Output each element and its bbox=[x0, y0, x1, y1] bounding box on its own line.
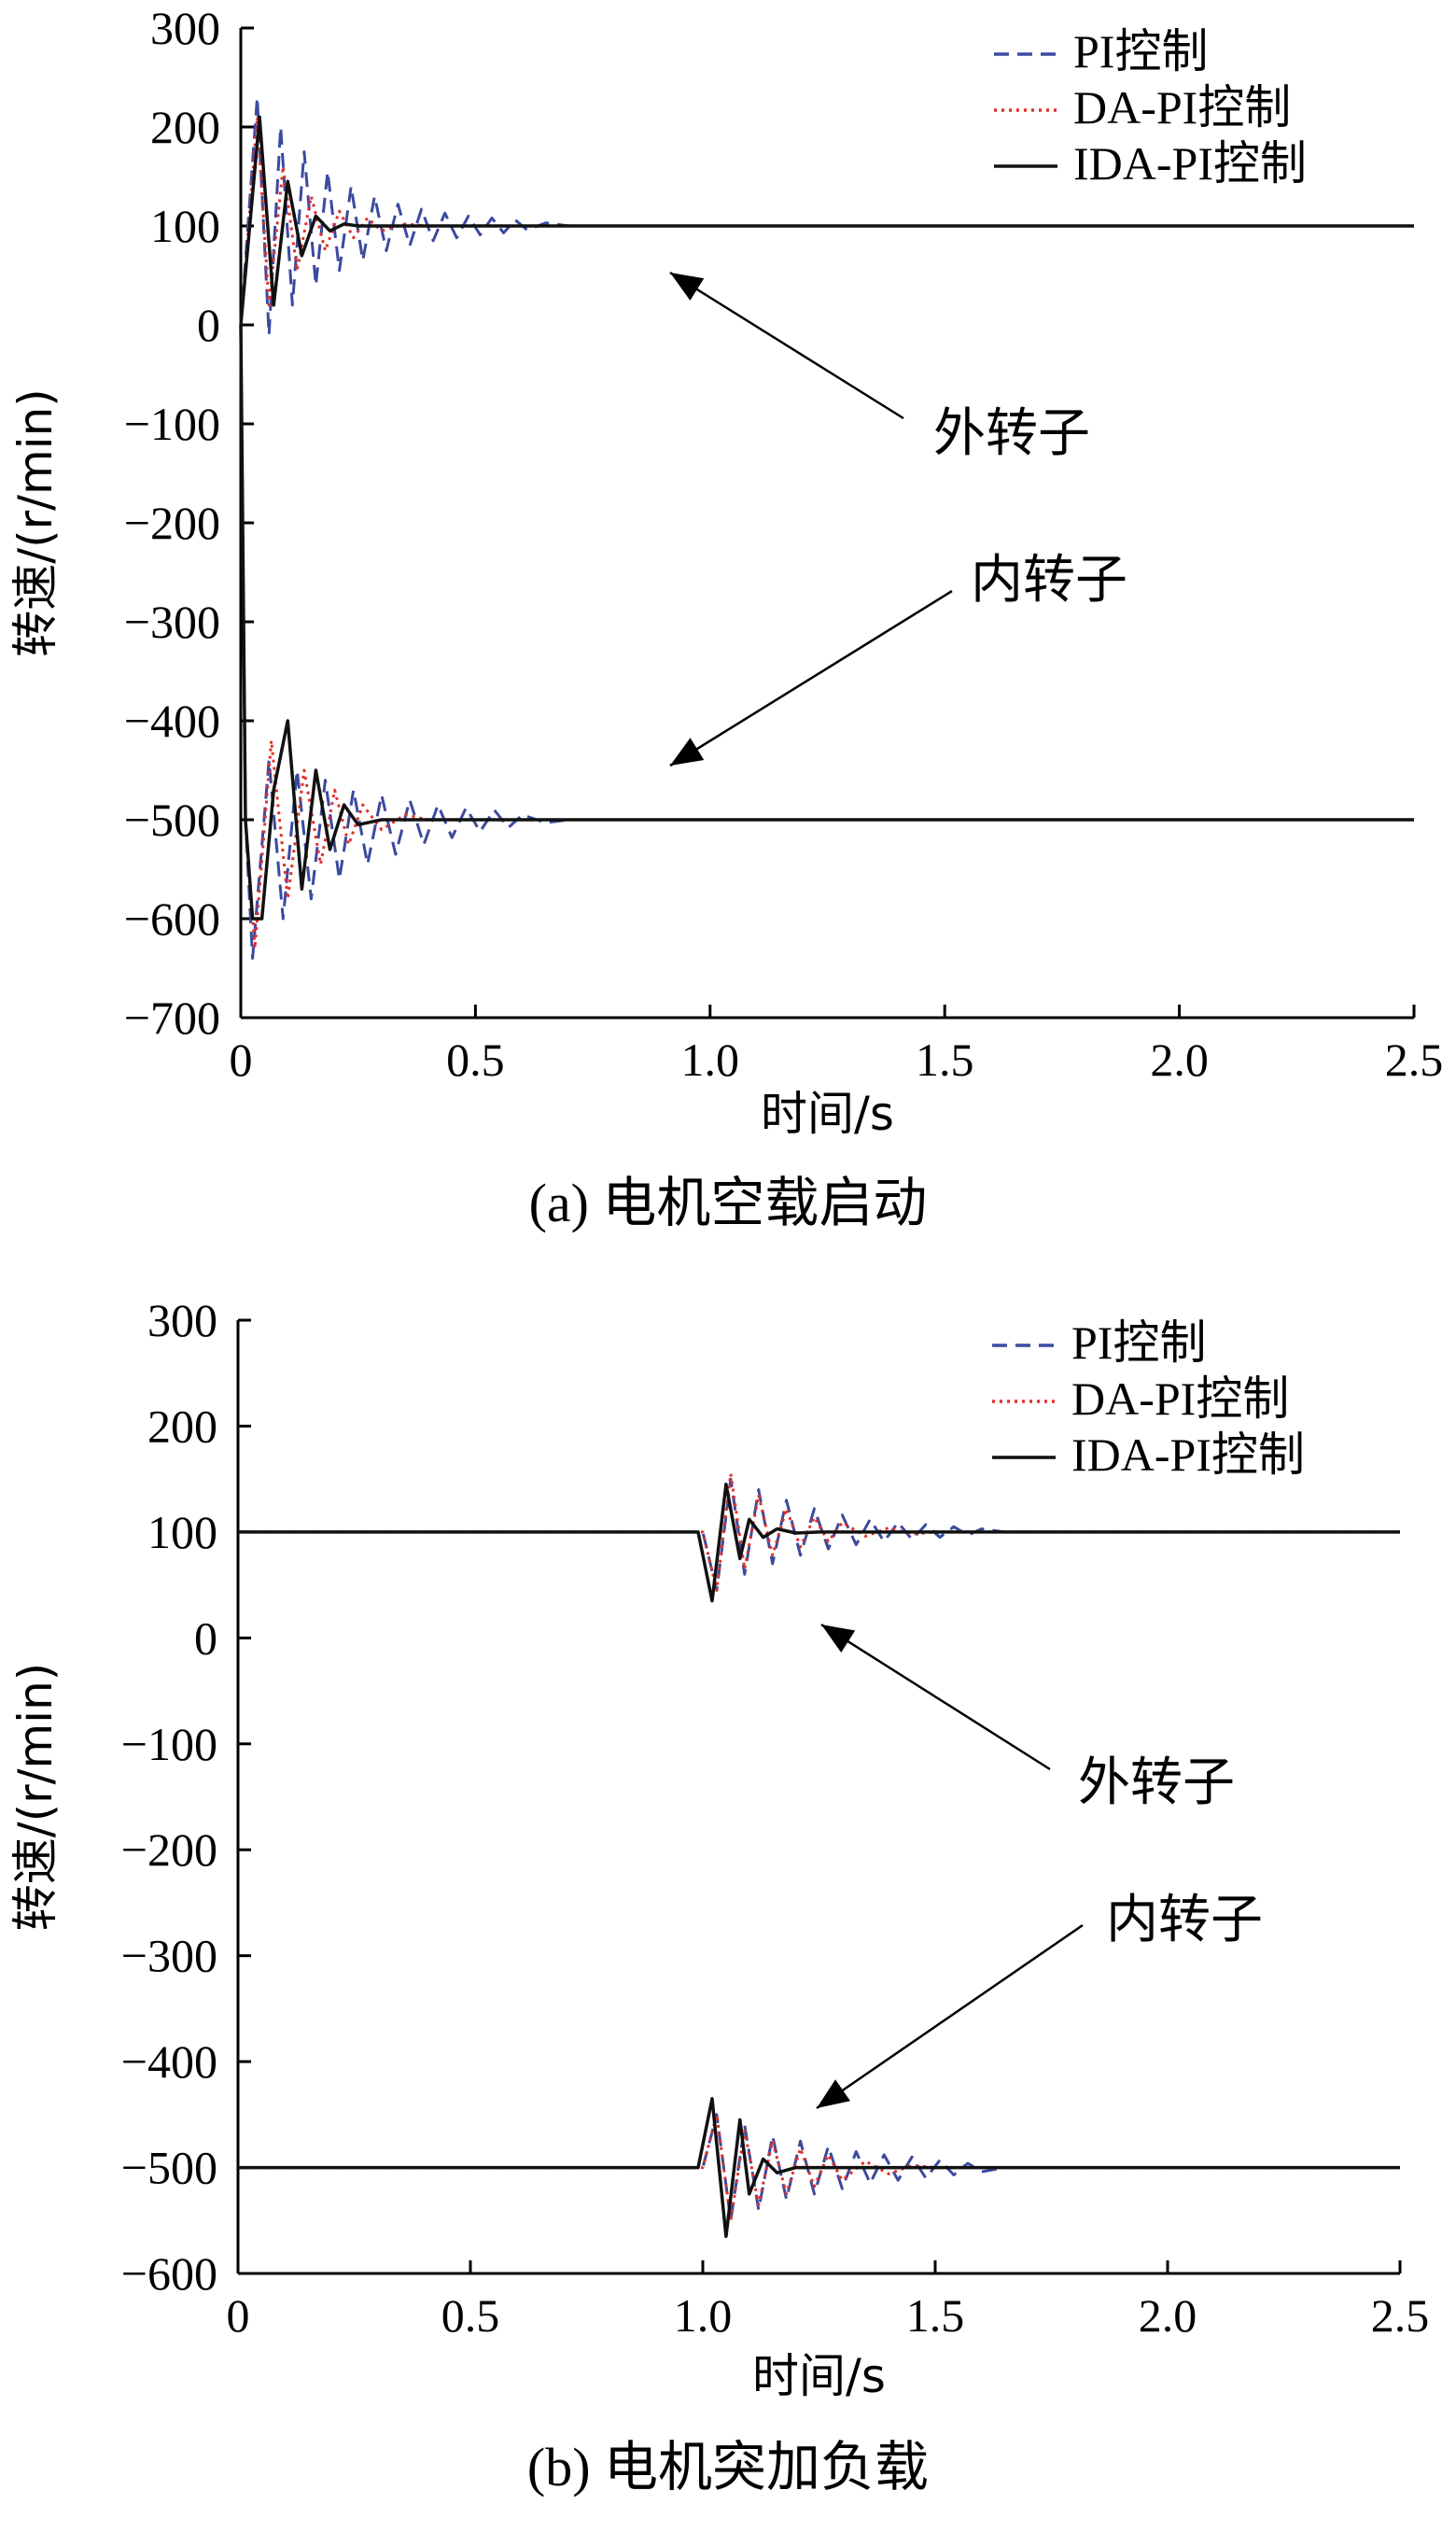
x-tick-label: 2.0 bbox=[1139, 2289, 1197, 2342]
y-tick-label: −400 bbox=[121, 2035, 217, 2088]
x-tick-label: 0 bbox=[227, 2289, 250, 2342]
y-tick-label: −300 bbox=[124, 596, 220, 648]
series-line-2-inner bbox=[239, 324, 1414, 950]
series-line-2-outer bbox=[238, 1472, 1400, 1592]
y-tick-label: −100 bbox=[124, 398, 220, 450]
x-tick-label: 0 bbox=[230, 1034, 253, 1086]
annotation-label: 外转子 bbox=[933, 403, 1090, 464]
legend-label: IDA-PI控制 bbox=[1073, 137, 1307, 190]
y-tick-label: 100 bbox=[147, 1506, 217, 1558]
legend-label: IDA-PI控制 bbox=[1071, 1428, 1305, 1481]
annotation-label: 内转子 bbox=[1106, 1890, 1263, 1950]
annotation-arrow-line bbox=[669, 589, 953, 767]
y-axis-label: 转速/(r/min) bbox=[8, 1663, 63, 1932]
x-tick-label: 1.0 bbox=[681, 1034, 740, 1086]
annotation-arrow-head bbox=[670, 738, 705, 766]
y-tick-label: −100 bbox=[121, 1718, 217, 1770]
y-tick-label: 0 bbox=[197, 299, 220, 351]
panel-caption: (b) 电机突加负载 bbox=[527, 2437, 929, 2498]
annotation-label: 外转子 bbox=[1078, 1752, 1235, 1813]
panel-caption: (a) 电机空载启动 bbox=[529, 1173, 928, 1233]
x-tick-label: 1.0 bbox=[674, 2289, 733, 2342]
series-line-2-inner bbox=[238, 2113, 1400, 2222]
series-line-3-inner bbox=[239, 324, 1414, 921]
y-axis-label: 转速/(r/min) bbox=[8, 388, 63, 657]
x-tick-label: 2.0 bbox=[1150, 1034, 1209, 1086]
annotation-arrow-head bbox=[670, 273, 705, 301]
y-tick-label: 200 bbox=[150, 101, 220, 153]
legend-label: DA-PI控制 bbox=[1071, 1372, 1289, 1425]
annotation-arrow-line bbox=[820, 1623, 1051, 1771]
annotation-arrow-line bbox=[669, 271, 904, 420]
y-tick-label: −500 bbox=[124, 794, 220, 846]
series-line-3-outer bbox=[239, 115, 1414, 326]
series-line-3-outer bbox=[238, 1483, 1400, 1603]
annotation-arrow-head bbox=[821, 1625, 856, 1653]
y-tick-label: −600 bbox=[121, 2247, 217, 2300]
y-tick-label: −700 bbox=[124, 992, 220, 1044]
x-tick-label: 2.5 bbox=[1371, 2289, 1430, 2342]
y-tick-label: 100 bbox=[150, 200, 220, 252]
y-tick-label: 300 bbox=[147, 1294, 217, 1346]
x-tick-label: 0.5 bbox=[441, 2289, 500, 2342]
series-line-1-outer bbox=[238, 1477, 1400, 1592]
legend-label: PI控制 bbox=[1073, 25, 1208, 77]
y-tick-label: 0 bbox=[194, 1611, 217, 1664]
x-axis-label: 时间/s bbox=[761, 1087, 894, 1141]
series-line-1-outer bbox=[239, 95, 1414, 337]
annotation-arrow-head bbox=[817, 2079, 850, 2108]
x-tick-label: 0.5 bbox=[446, 1034, 505, 1086]
x-tick-label: 2.5 bbox=[1385, 1034, 1444, 1086]
y-tick-label: 300 bbox=[150, 2, 220, 54]
y-tick-label: 200 bbox=[147, 1400, 217, 1452]
y-tick-label: −200 bbox=[124, 497, 220, 549]
x-tick-label: 1.5 bbox=[906, 2289, 965, 2342]
y-tick-label: −300 bbox=[121, 1930, 217, 1982]
x-axis-label: 时间/s bbox=[752, 2349, 886, 2403]
annotation-label: 内转子 bbox=[971, 550, 1127, 611]
legend-label: DA-PI控制 bbox=[1073, 81, 1291, 134]
y-tick-label: −600 bbox=[124, 893, 220, 945]
legend-label: PI控制 bbox=[1071, 1316, 1206, 1369]
y-tick-label: −500 bbox=[121, 2142, 217, 2194]
x-tick-label: 1.5 bbox=[916, 1034, 974, 1086]
y-tick-label: −200 bbox=[121, 1823, 217, 1876]
y-tick-label: −400 bbox=[124, 695, 220, 747]
series-line-1-inner bbox=[239, 324, 1414, 960]
annotation-arrow-line bbox=[816, 1923, 1084, 2110]
series-line-3-inner bbox=[238, 2097, 1400, 2239]
